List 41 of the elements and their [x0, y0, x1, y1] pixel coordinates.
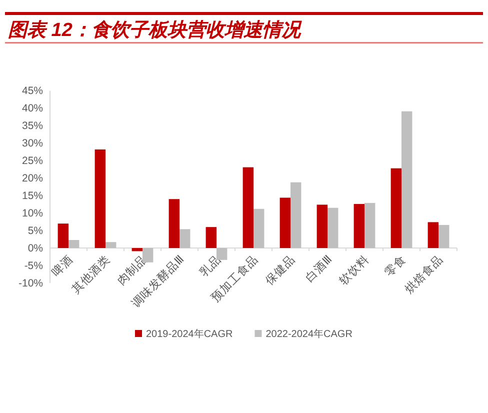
bar: [390, 168, 402, 248]
bar: [354, 204, 364, 248]
bar: [290, 182, 302, 248]
y-tick-label: 25%: [22, 155, 43, 168]
y-tick-label: -5%: [24, 260, 43, 272]
legend-label: 2022-2024年CAGR: [266, 328, 352, 340]
bar: [402, 111, 412, 248]
y-tick-label: 30%: [22, 138, 43, 150]
bar: [254, 208, 264, 248]
bar: [316, 204, 328, 248]
chart-title: 图表 12：食饮子板块营收增速情况: [8, 19, 302, 41]
y-tick-label: 20%: [22, 172, 43, 185]
bar: [106, 242, 116, 248]
bar: [132, 248, 142, 252]
bar: [328, 208, 338, 248]
y-tick-label: 40%: [22, 102, 43, 115]
y-tick-label: 5%: [28, 225, 43, 238]
y-tick-label: 45%: [22, 85, 43, 98]
x-tick-label: 零食: [382, 252, 409, 280]
bar: [280, 198, 290, 248]
bar: [58, 224, 68, 248]
x-tick-label: 啤酒: [48, 252, 76, 280]
bar: [94, 149, 106, 248]
y-tick-label: -10%: [18, 278, 43, 290]
bar: [180, 229, 190, 248]
bar: [438, 224, 450, 248]
legend-label: 2019-2024年CAGR: [146, 328, 233, 340]
bar: [168, 199, 180, 248]
bar: [242, 167, 254, 248]
bar: [428, 222, 438, 248]
bar: [68, 240, 80, 248]
bar: [364, 202, 376, 248]
x-tick-label: 乳品: [197, 252, 224, 280]
y-tick-label: 35%: [22, 120, 43, 132]
y-tick-label: 0%: [28, 242, 43, 255]
x-tick-label: 保健品: [262, 252, 298, 288]
x-tick-label: 白酒Ⅲ: [302, 252, 335, 285]
y-tick-label: 10%: [22, 208, 43, 220]
x-tick-label: 软饮料: [336, 252, 372, 288]
bar: [206, 227, 216, 248]
y-tick-label: 15%: [22, 190, 43, 202]
